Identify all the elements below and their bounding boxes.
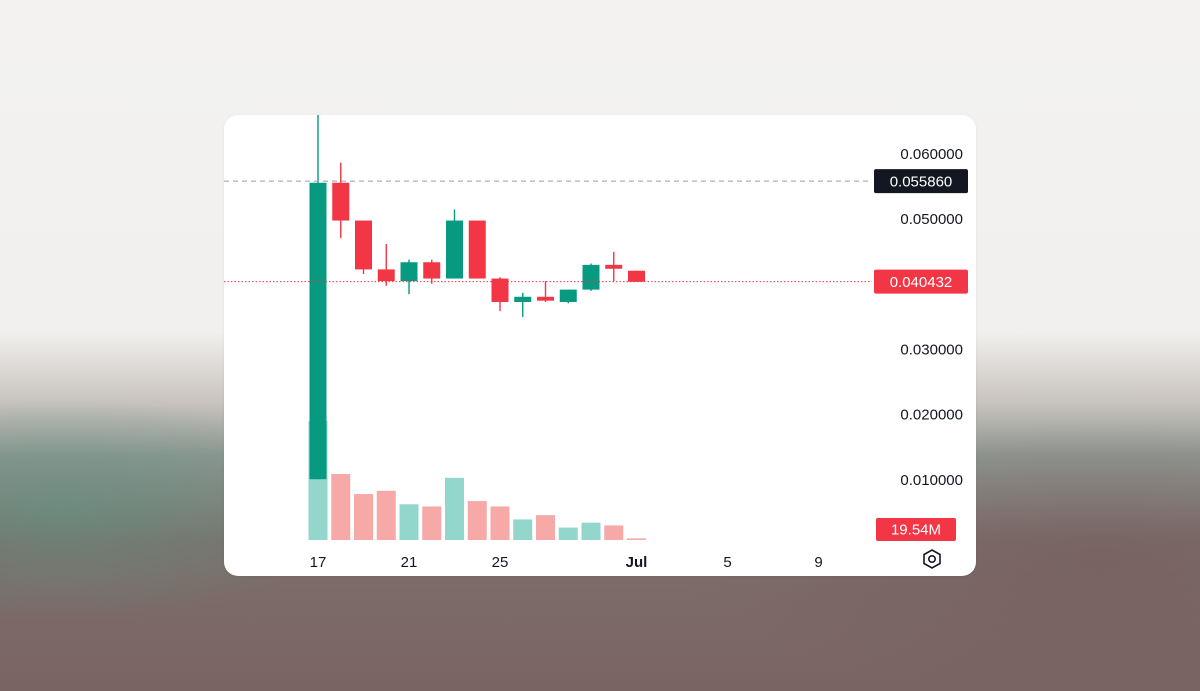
volume-bars (308, 421, 646, 540)
candle-body (355, 220, 372, 270)
price-tick-label: 0.060000 (900, 146, 963, 163)
time-tick-label: Jul (626, 554, 648, 571)
settings-icon[interactable] (921, 548, 943, 570)
volume-bar (399, 504, 419, 540)
reference-price-badge-text: 0.055860 (890, 174, 953, 191)
chart-card: 0.060000 0.050000 0.030000 0.020000 0.010000… (224, 115, 976, 576)
volume-badge-text: 19.54M (891, 522, 941, 539)
candle-body (400, 262, 418, 282)
candle[interactable] (582, 263, 600, 291)
volume-bar (581, 522, 601, 540)
price-axis[interactable]: 0.060000 0.050000 0.030000 0.020000 0.010000 (900, 146, 963, 489)
candle[interactable] (491, 277, 509, 312)
volume-bar (376, 490, 396, 540)
candle-body (491, 278, 509, 302)
time-tick-label: 25 (492, 554, 509, 571)
time-tick-label: 5 (723, 554, 731, 571)
candle-body (468, 220, 486, 279)
price-tick-label: 0.050000 (900, 211, 963, 228)
volume-bar (536, 515, 555, 540)
candle-body (628, 270, 645, 282)
reference-price-badge: 0.055860 (874, 169, 968, 194)
candle-body (605, 264, 623, 269)
volume-bar (558, 527, 578, 540)
candle[interactable] (514, 292, 532, 317)
volume-bar (604, 525, 624, 540)
volume-badge: 19.54M (876, 518, 956, 541)
volume-bar (627, 538, 646, 540)
candle-body (559, 289, 577, 302)
time-tick-label: 9 (814, 554, 822, 571)
candle-body (423, 262, 441, 279)
volume-bar (331, 474, 351, 540)
candle[interactable] (559, 289, 577, 304)
candle-body (446, 220, 463, 279)
candle[interactable] (355, 220, 372, 274)
volume-bar (445, 477, 464, 540)
candle-body (537, 296, 554, 301)
candles (309, 115, 645, 480)
candle[interactable] (377, 244, 395, 286)
candle[interactable] (605, 251, 623, 282)
candle[interactable] (628, 270, 645, 282)
candlestick-chart[interactable]: 0.060000 0.050000 0.030000 0.020000 0.010000… (224, 115, 976, 576)
candle[interactable] (468, 220, 486, 279)
price-badges: 0.055860 0.040432 19.54M (874, 169, 968, 541)
candle[interactable] (332, 162, 350, 239)
candle[interactable] (309, 115, 327, 480)
candle-body (377, 269, 395, 282)
price-tick-label: 0.020000 (900, 407, 963, 424)
candle[interactable] (537, 281, 554, 302)
candle[interactable] (446, 209, 463, 279)
volume-bar (490, 506, 510, 540)
volume-bar (467, 501, 487, 540)
candle[interactable] (423, 259, 441, 284)
price-tick-label: 0.030000 (900, 342, 963, 359)
candle-body (332, 182, 350, 221)
time-tick-label: 17 (310, 554, 327, 571)
price-tick-label: 0.010000 (900, 472, 963, 489)
candle-body (514, 296, 532, 302)
last-price-badge: 0.040432 (874, 269, 968, 294)
volume-bar (513, 519, 533, 540)
candle-body (582, 264, 600, 290)
time-axis[interactable]: 17 21 25 Jul 5 9 (310, 554, 823, 571)
candle-body (309, 182, 327, 480)
last-price-badge-text: 0.040432 (890, 274, 953, 291)
volume-bar (354, 494, 373, 540)
candle[interactable] (400, 259, 418, 295)
volume-bar (422, 506, 442, 540)
time-tick-label: 21 (401, 554, 418, 571)
